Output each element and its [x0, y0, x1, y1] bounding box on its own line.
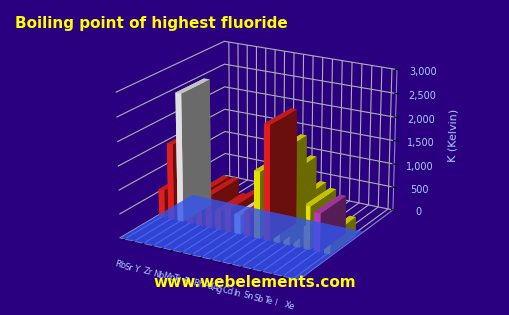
Text: www.webelements.com: www.webelements.com [153, 275, 356, 290]
Text: Boiling point of highest fluoride: Boiling point of highest fluoride [15, 16, 288, 31]
